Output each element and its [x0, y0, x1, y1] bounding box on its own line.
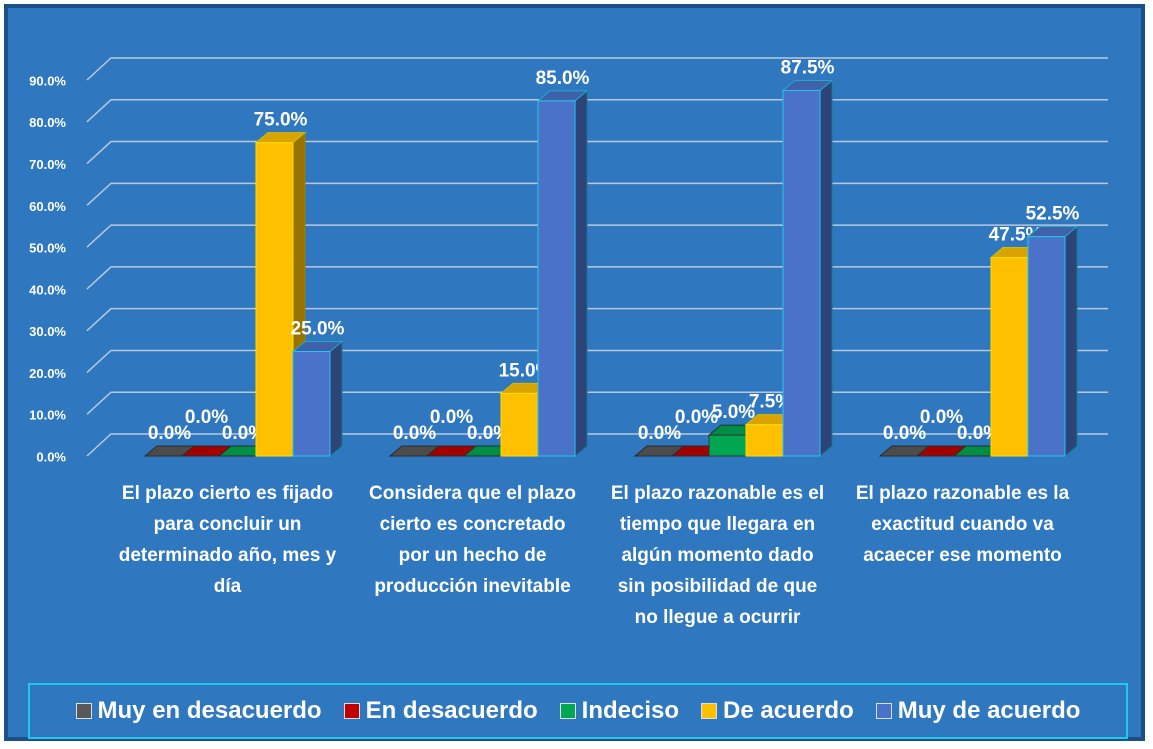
data-label: 75.0%: [254, 110, 308, 131]
bar: [255, 142, 294, 457]
legend-item: De acuerdo: [701, 697, 854, 725]
legend-label: Indeciso: [581, 697, 680, 724]
data-label: 0.0%: [393, 423, 436, 444]
legend-swatch: [559, 703, 576, 719]
y-tick-label: 30.0%: [29, 324, 66, 339]
data-label: 0.0%: [957, 423, 1000, 444]
legend: Muy en desacuerdo En desacuerdo Indeciso De…: [28, 683, 1128, 739]
legend-swatch: [875, 703, 892, 719]
grid-line: [86, 182, 1108, 206]
data-label: 0.0%: [430, 407, 473, 428]
data-label: 0.0%: [920, 407, 963, 428]
bar: [745, 424, 784, 457]
grid-line: [86, 224, 1108, 248]
legend-item: En desacuerdo: [343, 697, 538, 725]
data-label: 87.5%: [781, 57, 835, 78]
legend-label: De acuerdo: [723, 697, 854, 724]
x-tick-label: El plazo cierto es fijado para concluir …: [118, 483, 337, 597]
data-label: 0.0%: [148, 423, 191, 444]
data-label: 25.0%: [291, 319, 345, 340]
bar: [782, 89, 821, 457]
y-tick-label: 80.0%: [29, 115, 66, 130]
bar: [708, 434, 747, 457]
grid-line: [86, 266, 1108, 290]
y-tick-label: 90.0%: [29, 73, 66, 88]
grid-line: [86, 307, 1108, 332]
legend-item: Muy de acuerdo: [875, 697, 1081, 725]
y-tick-label: 10.0%: [29, 408, 66, 423]
data-label: 0.0%: [185, 407, 228, 428]
data-label: 5.0%: [712, 402, 755, 423]
data-label: 85.0%: [536, 68, 590, 89]
bar: [537, 100, 576, 457]
x-tick-label: El plazo razonable es la exactitud cuand…: [855, 483, 1070, 566]
data-label: 0.0%: [467, 423, 510, 444]
y-tick-label: 20.0%: [29, 366, 66, 381]
legend-item: Muy en desacuerdo: [75, 697, 322, 725]
data-label: 0.0%: [222, 423, 265, 444]
grid-line: [86, 99, 1108, 123]
bar-side: [574, 89, 588, 458]
data-label: 0.0%: [675, 407, 718, 428]
bar: [500, 392, 539, 457]
data-label: 7.5%: [749, 392, 792, 413]
y-tick-label: 60.0%: [29, 199, 66, 214]
y-tick-label: 70.0%: [29, 157, 66, 172]
y-tick-label: 0.0%: [36, 449, 66, 464]
data-label: 52.5%: [1026, 204, 1080, 225]
legend-swatch: [343, 703, 360, 719]
bar: [292, 351, 331, 457]
legend-item: Indeciso: [559, 697, 680, 725]
data-label: 0.0%: [638, 423, 681, 444]
grid-line: [86, 349, 1108, 373]
legend-label: Muy de acuerdo: [897, 697, 1081, 724]
legend-swatch: [75, 703, 92, 719]
grid-line: [86, 391, 1108, 415]
x-tick-label: El plazo razonable es el tiempo que lleg…: [610, 483, 825, 628]
bar: [1027, 236, 1066, 457]
grid-line: [86, 140, 1108, 165]
y-tick-label: 40.0%: [29, 282, 66, 297]
grid-line: [86, 57, 1108, 81]
bar-side: [1064, 225, 1078, 458]
legend-swatch: [701, 703, 718, 719]
x-tick-label: Considera que el plazo cierto es concret…: [369, 483, 576, 597]
bar-side: [329, 340, 343, 458]
legend-label: En desacuerdo: [365, 697, 538, 724]
y-tick-label: 50.0%: [29, 241, 66, 256]
data-label: 0.0%: [883, 423, 926, 444]
bar-side: [819, 79, 833, 458]
bar: [990, 257, 1029, 457]
legend-label: Muy en desacuerdo: [97, 697, 322, 724]
